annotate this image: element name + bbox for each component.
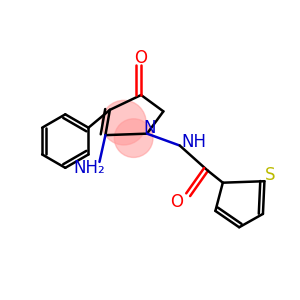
Text: NH₂: NH₂: [73, 159, 105, 177]
Text: N: N: [143, 119, 156, 137]
Circle shape: [102, 100, 146, 145]
Text: O: O: [134, 49, 147, 67]
Text: NH: NH: [182, 133, 206, 151]
Text: O: O: [170, 193, 183, 211]
Text: S: S: [265, 166, 276, 184]
Circle shape: [114, 119, 153, 158]
